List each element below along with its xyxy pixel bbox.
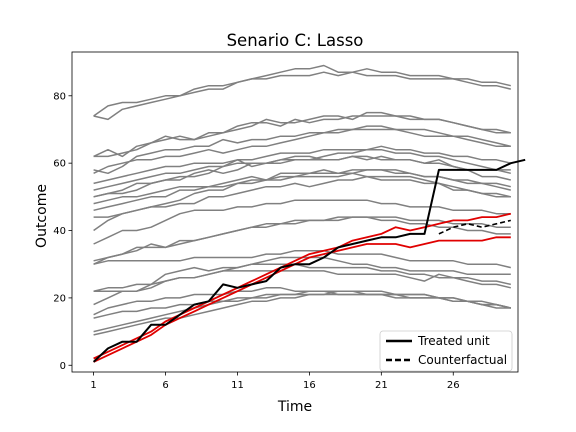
donor-line-1 [93, 68, 511, 121]
x-tick-label: 1 [90, 380, 96, 391]
donor-line-10 [93, 155, 511, 198]
x-axis-label: Time [277, 399, 312, 415]
treated-line [92, 158, 526, 363]
donor-line-12 [93, 169, 511, 205]
y-tick-label: 60 [53, 159, 66, 170]
fitted-line-1 [93, 212, 512, 360]
legend-counterfactual-label: Counterfactual [418, 353, 507, 367]
donor-line-4 [93, 111, 511, 158]
fitted-line-2 [93, 236, 511, 363]
legend-box [379, 330, 513, 372]
donor-line-25 [93, 293, 511, 336]
donor-line-20 [93, 263, 511, 292]
chart-title: Senario C: Lasso [227, 31, 364, 50]
x-tick-label: 21 [375, 380, 388, 391]
donor-line-5 [93, 125, 511, 174]
x-tick-label: 6 [162, 380, 168, 391]
legend-treated-label: Treated unit [417, 334, 490, 348]
x-tick-label: 26 [447, 380, 460, 391]
y-axis: 0 20 40 60 80 [53, 91, 72, 372]
y-tick-label: 20 [53, 293, 66, 304]
donor-line-21 [93, 270, 511, 306]
x-tick-label: 11 [231, 380, 244, 391]
y-tick-label: 0 [60, 361, 66, 372]
plot-area-frame [71, 51, 519, 373]
y-tick-label: 40 [53, 226, 66, 237]
donor-line-18 [93, 249, 511, 269]
donor-line-15 [93, 199, 511, 245]
series-layer [92, 64, 526, 363]
y-axis-label: Outcome [34, 184, 50, 248]
donor-line-6 [93, 128, 511, 175]
donor-line-14 [93, 175, 511, 232]
donor-line-22 [93, 287, 511, 316]
y-tick-label: 80 [53, 91, 66, 102]
x-tick-label: 16 [303, 380, 316, 391]
legend: Treated unit Counterfactual [379, 330, 513, 372]
donor-line-2 [93, 64, 511, 117]
donor-line-13 [93, 172, 511, 218]
donor-line-17 [93, 216, 511, 262]
donor-line-7 [93, 145, 511, 185]
x-axis: 1 6 11 16 21 26 [90, 372, 460, 391]
